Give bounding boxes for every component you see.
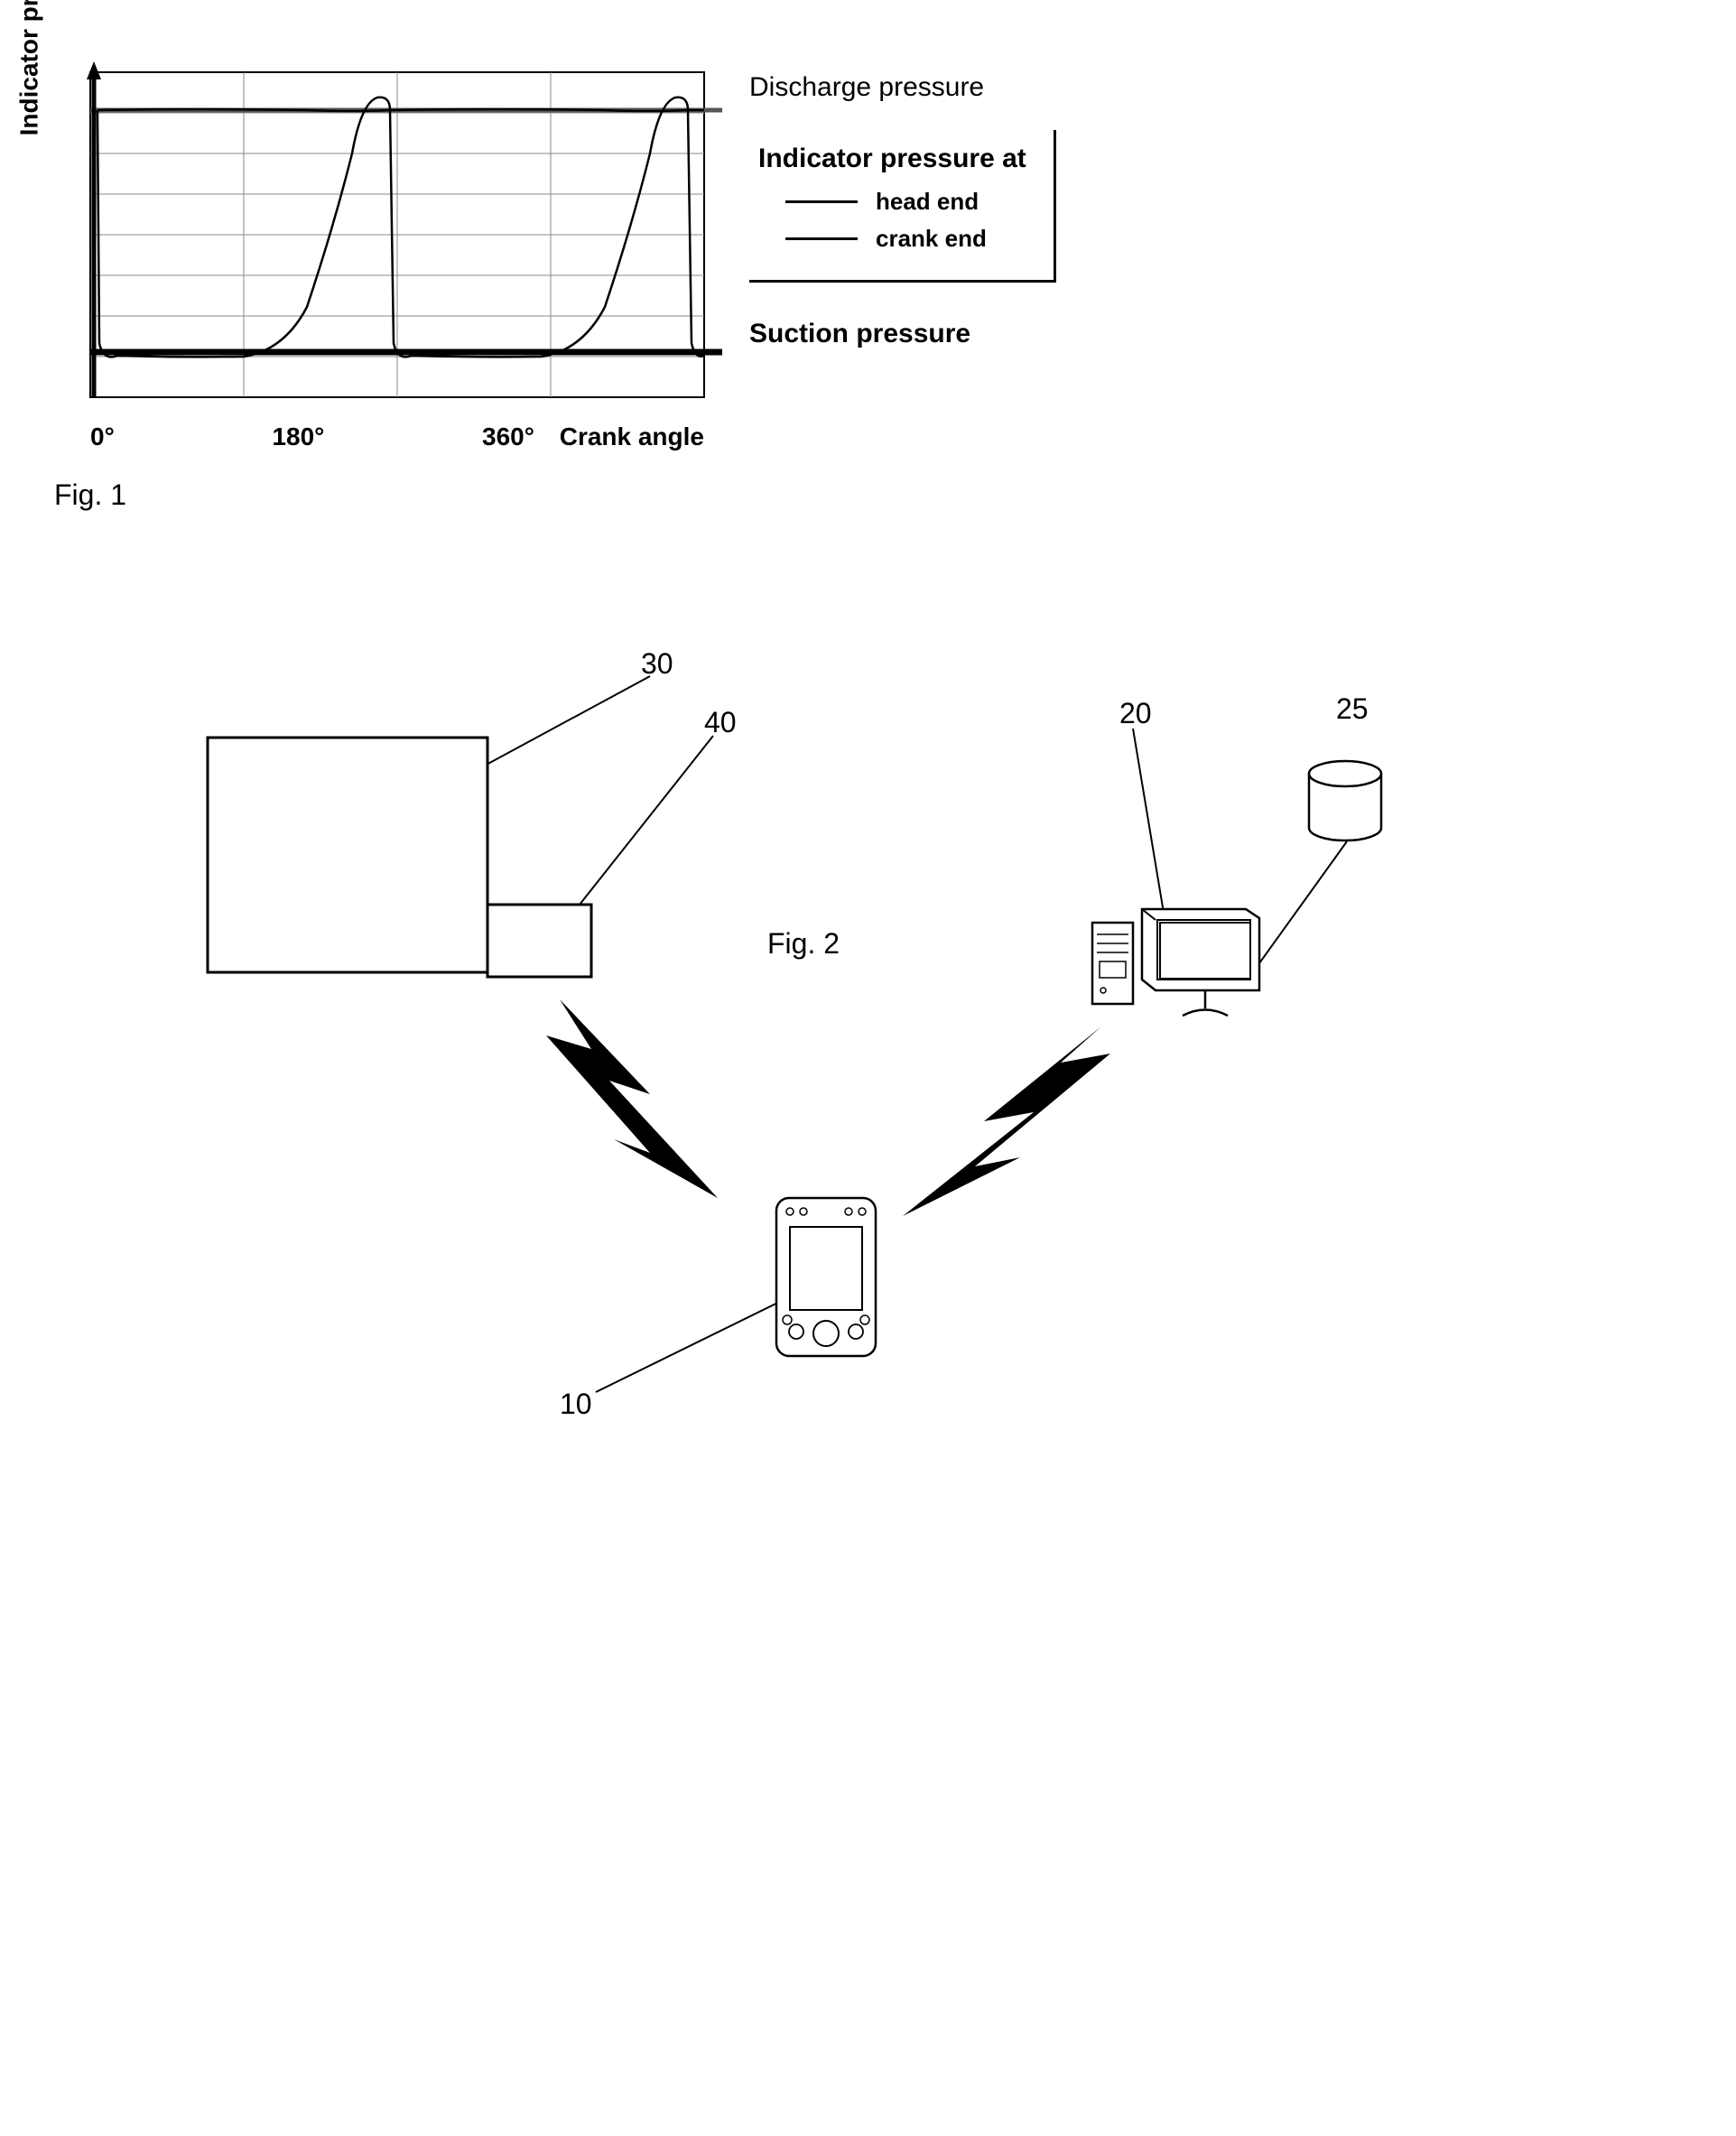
x-axis-label: Crank angle — [560, 423, 704, 450]
legend-item-crank: crank end — [758, 225, 1026, 253]
y-axis-label: Indicator pressure ⟶ — [14, 0, 44, 135]
handheld-icon — [776, 1198, 876, 1356]
fig2-container: 30 40 20 25 10 Fig. 2 — [190, 620, 1453, 1433]
legend-title: Indicator pressure at — [758, 144, 1026, 174]
legend-line-icon — [785, 237, 858, 240]
figure-1: Indicator pressure ⟶ — [54, 54, 1682, 512]
database-icon — [1309, 761, 1381, 840]
legend-item-head: head end — [758, 188, 1026, 216]
fig1-caption: Fig. 1 — [54, 478, 1682, 512]
x-tick-2: 360° Crank angle — [482, 423, 704, 451]
discharge-label: Discharge pressure — [749, 72, 1056, 103]
x-tick-0: 0° — [90, 423, 115, 451]
x-axis-labels: 0° 180° 360° Crank angle — [90, 423, 704, 451]
lightning-icon — [903, 1026, 1110, 1216]
pressure-chart — [54, 54, 722, 415]
legend: Indicator pressure at head end crank end — [749, 130, 1056, 283]
legend-line-icon — [785, 200, 858, 203]
y-axis-arrow — [87, 61, 101, 79]
chart-area: Indicator pressure ⟶ — [54, 54, 722, 451]
wireless-links — [546, 999, 1110, 1216]
fig2-svg — [190, 620, 1453, 1433]
machine-box — [208, 738, 487, 972]
computer-icon — [1092, 909, 1259, 1016]
lightning-icon — [546, 999, 718, 1198]
suction-label: Suction pressure — [749, 319, 1056, 349]
fig1-container: Indicator pressure ⟶ — [54, 54, 1682, 451]
controller-box — [487, 905, 591, 977]
x-tick-1: 180° — [272, 423, 324, 451]
figure-2: 30 40 20 25 10 Fig. 2 — [54, 620, 1682, 1433]
right-labels: Discharge pressure Indicator pressure at… — [749, 72, 1056, 349]
